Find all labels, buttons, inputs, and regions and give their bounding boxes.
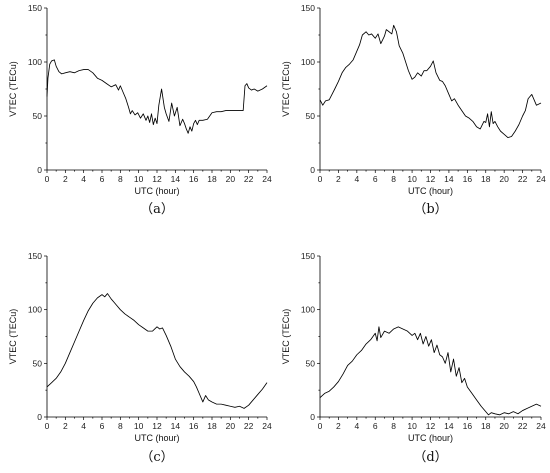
x-tick-label: 6 <box>100 421 105 431</box>
axis-lines <box>319 256 541 418</box>
x-tick-label: 2 <box>336 421 341 431</box>
panel-label: （c） <box>140 450 173 465</box>
x-tick-label: 24 <box>262 174 272 184</box>
x-tick-label: 4 <box>81 174 86 184</box>
axis-lines <box>319 8 541 171</box>
x-tick-label: 0 <box>318 421 323 431</box>
x-tick-label: 12 <box>426 174 436 184</box>
x-tick-label: 14 <box>171 174 181 184</box>
x-axis-title: UTC (hour) <box>134 186 179 196</box>
x-tick-label: 16 <box>463 174 473 184</box>
y-tick-label: 150 <box>301 3 315 13</box>
x-tick-label: 24 <box>536 174 546 184</box>
y-tick-label: 100 <box>28 305 42 315</box>
vtec-series-line <box>319 326 542 416</box>
x-tick-label: 16 <box>463 421 473 431</box>
x-axis-title: UTC (hour) <box>134 433 179 443</box>
y-tick-label: 150 <box>28 251 42 261</box>
x-tick-label: 4 <box>354 421 359 431</box>
x-tick-label: 0 <box>318 174 323 184</box>
vtec-series-line <box>46 293 268 409</box>
x-tick-label: 12 <box>426 421 436 431</box>
y-axis-title: VTEC (TECu) <box>281 309 291 365</box>
x-tick-label: 12 <box>152 174 162 184</box>
y-tick-label: 100 <box>28 57 42 67</box>
x-tick-label: 24 <box>536 421 546 431</box>
x-tick-label: 20 <box>226 421 236 431</box>
x-tick-label: 4 <box>354 174 359 184</box>
y-tick-label: 100 <box>301 305 315 315</box>
vtec-series-line <box>46 59 268 134</box>
axis-lines <box>46 256 267 418</box>
x-tick-label: 18 <box>207 421 217 431</box>
y-axis-title: VTEC (TECu) <box>8 61 18 117</box>
x-tick-label: 2 <box>63 421 68 431</box>
x-tick-label: 16 <box>189 174 199 184</box>
x-tick-label: 8 <box>391 421 396 431</box>
x-tick-label: 0 <box>45 421 50 431</box>
x-tick-label: 14 <box>444 174 454 184</box>
panel-label: （d） <box>413 450 447 465</box>
y-tick-label: 0 <box>37 412 42 422</box>
y-tick-label: 0 <box>310 412 315 422</box>
x-tick-label: 10 <box>407 174 417 184</box>
x-tick-label: 22 <box>244 174 254 184</box>
x-tick-label: 18 <box>207 174 217 184</box>
panel-label: （b） <box>413 202 447 217</box>
y-tick-label: 150 <box>28 3 42 13</box>
x-tick-label: 2 <box>336 174 341 184</box>
y-tick-label: 50 <box>33 111 43 121</box>
x-tick-label: 24 <box>262 421 272 431</box>
x-tick-label: 20 <box>226 174 236 184</box>
x-tick-label: 12 <box>152 421 162 431</box>
x-tick-label: 0 <box>45 174 50 184</box>
y-tick-label: 0 <box>37 165 42 175</box>
x-tick-label: 10 <box>134 421 144 431</box>
x-tick-label: 14 <box>444 421 454 431</box>
x-tick-label: 22 <box>518 421 528 431</box>
x-tick-label: 20 <box>499 174 509 184</box>
x-tick-label: 6 <box>373 174 378 184</box>
x-tick-label: 4 <box>81 421 86 431</box>
x-tick-label: 22 <box>518 174 528 184</box>
vtec-series-line <box>319 24 542 139</box>
x-tick-label: 10 <box>407 421 417 431</box>
x-tick-label: 8 <box>118 421 123 431</box>
x-tick-label: 6 <box>373 421 378 431</box>
x-axis-title: UTC (hour) <box>408 186 453 196</box>
x-axis-title: UTC (hour) <box>408 433 453 443</box>
x-tick-label: 8 <box>391 174 396 184</box>
y-tick-label: 0 <box>310 165 315 175</box>
x-tick-label: 8 <box>118 174 123 184</box>
x-tick-label: 20 <box>499 421 509 431</box>
y-tick-label: 50 <box>306 111 316 121</box>
x-tick-label: 10 <box>134 174 144 184</box>
x-tick-label: 16 <box>189 421 199 431</box>
x-tick-label: 6 <box>100 174 105 184</box>
y-tick-label: 50 <box>306 358 316 368</box>
x-tick-label: 18 <box>481 421 491 431</box>
y-tick-label: 50 <box>33 358 43 368</box>
x-tick-label: 22 <box>244 421 254 431</box>
x-tick-label: 2 <box>63 174 68 184</box>
y-axis-title: VTEC (TECu) <box>281 61 291 117</box>
axis-lines <box>46 8 267 171</box>
panel-label: （a） <box>140 202 174 217</box>
y-tick-label: 150 <box>301 251 315 261</box>
x-tick-label: 18 <box>481 174 491 184</box>
x-tick-label: 14 <box>171 421 181 431</box>
y-tick-label: 100 <box>301 57 315 67</box>
y-axis-title: VTEC (TECu) <box>8 309 18 365</box>
